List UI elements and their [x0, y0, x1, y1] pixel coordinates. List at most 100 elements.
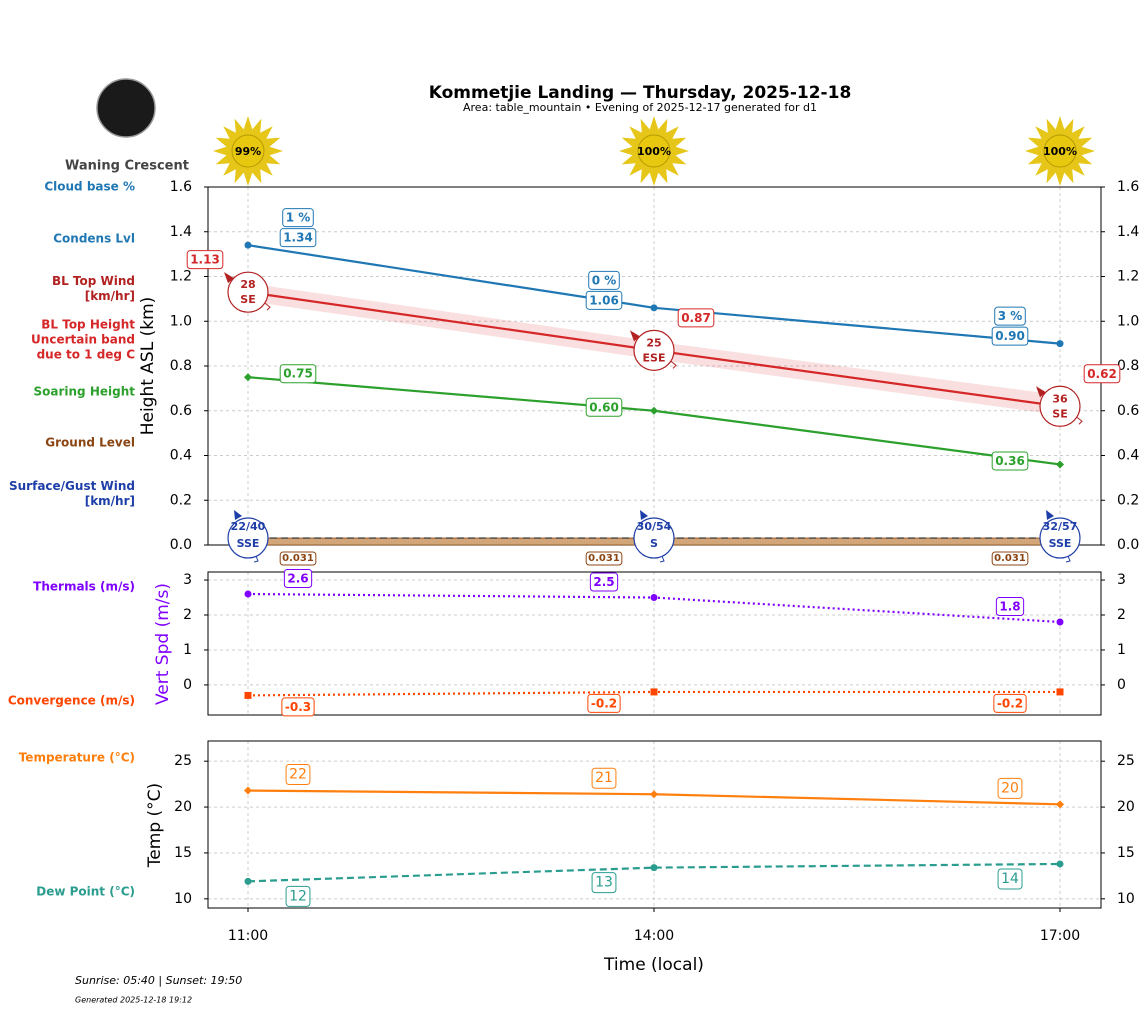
y2-tick-label: 15 — [1117, 845, 1135, 861]
y-tick-label: 25 — [174, 753, 192, 769]
wind-tail — [659, 555, 665, 563]
wind-direction: SSE — [237, 537, 260, 550]
label-box — [587, 693, 621, 713]
y-tick-label: 0.4 — [170, 448, 192, 464]
y-tick-label: 0.6 — [170, 403, 192, 419]
data-label: 0 % — [592, 273, 617, 287]
sun-label: 100% — [637, 145, 671, 158]
wind-barb — [1039, 385, 1081, 427]
label-box — [285, 885, 311, 907]
y2-tick-label: 0.2 — [1117, 492, 1139, 508]
marker — [1056, 618, 1064, 626]
y2-tick-label: 1 — [1117, 642, 1126, 658]
wind-barb — [227, 517, 269, 559]
wind-arrow — [234, 510, 242, 520]
wind-arrow — [630, 330, 640, 342]
label-box — [997, 777, 1023, 799]
label-box — [591, 872, 617, 894]
data-label: 14 — [1001, 871, 1019, 887]
y2-tick-label: 1.0 — [1117, 313, 1139, 329]
y-tick-label: 1.4 — [170, 224, 192, 240]
y2-tick-label: 2 — [1117, 607, 1126, 623]
data-label: 2.6 — [287, 572, 308, 586]
wind-direction: SE — [240, 293, 255, 306]
wind-tail — [264, 302, 271, 311]
wind-arrow — [224, 272, 234, 284]
wind-speed: 32/57 — [1043, 520, 1078, 533]
label-box — [588, 270, 620, 290]
label-box — [585, 397, 623, 417]
chart-title: Kommetjie Landing — Thursday, 2025-12-18 — [429, 83, 852, 103]
marker — [1056, 460, 1064, 469]
moon — [96, 78, 156, 138]
wind-direction: S — [650, 537, 658, 550]
series-label: Ground Level — [45, 435, 135, 450]
label-box — [591, 767, 617, 789]
wind-speed: 28 — [240, 278, 255, 291]
label-box — [991, 551, 1029, 566]
sun-times: Sunrise: 05:40 | Sunset: 19:50 — [75, 974, 242, 987]
y2-tick-label: 0 — [1117, 677, 1126, 693]
label-box — [993, 693, 1027, 713]
y-tick-label: 10 — [174, 891, 192, 907]
series-label: BL Top Height Uncertain band due to 1 de… — [31, 317, 135, 362]
wind-tail — [1065, 555, 1071, 563]
wind-barb — [1039, 517, 1081, 559]
wind-arrow — [1036, 386, 1046, 398]
label-box — [991, 451, 1029, 471]
y-tick-label: 0.8 — [170, 358, 192, 374]
chart-subtitle: Area: table_mountain • Evening of 2025-1… — [463, 101, 817, 114]
x-tick-label: 14:00 — [634, 928, 674, 944]
label-box — [585, 290, 623, 310]
y2-tick-label: 25 — [1117, 753, 1135, 769]
wind-tail — [670, 360, 677, 369]
marker — [244, 877, 252, 885]
wind-barb — [633, 517, 675, 559]
data-label: -0.3 — [285, 700, 311, 714]
y-tick-label: 1.6 — [170, 179, 192, 195]
y-tick-label: 1 — [183, 642, 192, 658]
data-label: 0.60 — [589, 400, 619, 414]
data-label: -0.2 — [997, 696, 1023, 710]
series-line — [247, 862, 1061, 883]
wind-speed: 36 — [1052, 392, 1068, 405]
y2-tick-label: 1.4 — [1117, 224, 1139, 240]
wind-speed: 25 — [646, 336, 661, 349]
sun — [637, 134, 671, 168]
data-label: 1.13 — [190, 253, 220, 267]
y-tick-label: 1.2 — [170, 269, 192, 285]
wind-direction: ESE — [643, 351, 666, 364]
series-label: Dew Point (°C) — [36, 884, 135, 899]
wind-tail — [253, 555, 259, 563]
data-label: 22 — [289, 767, 307, 783]
label-box — [991, 326, 1029, 346]
data-label: 1 % — [286, 211, 311, 225]
wind-arrow — [1046, 510, 1054, 520]
y2-tick-label: 20 — [1117, 799, 1135, 815]
data-label: 0.031 — [282, 553, 314, 564]
generated: Generated 2025-12-18 19:12 — [75, 996, 192, 1005]
y-tick-label: 3 — [183, 572, 192, 588]
sun — [231, 134, 265, 168]
y2-tick-label: 0.6 — [1117, 403, 1139, 419]
wind-barb — [227, 271, 269, 313]
data-label: 0.87 — [681, 311, 711, 325]
marker — [650, 790, 658, 799]
wind-barb — [633, 329, 675, 371]
x-tick-label: 11:00 — [228, 928, 268, 944]
label-box — [994, 306, 1026, 326]
x-tick-label: 17:00 — [1040, 928, 1080, 944]
label-box — [186, 250, 224, 270]
y-tick-label: 0.0 — [170, 537, 192, 553]
label-box — [279, 551, 317, 566]
series-label: Condens Lvl — [53, 231, 135, 246]
data-label: 21 — [595, 770, 613, 786]
y-axis-label: Temp (°C) — [145, 783, 165, 868]
data-label: 20 — [1001, 780, 1019, 796]
label-box — [997, 868, 1023, 890]
sun-label: 100% — [1043, 145, 1077, 158]
moon-phase: Waning Crescent — [65, 159, 189, 174]
y-tick-label: 0 — [183, 677, 192, 693]
data-label: 3 % — [998, 309, 1023, 323]
series-label: BL Top Wind [km/hr] — [51, 274, 135, 303]
